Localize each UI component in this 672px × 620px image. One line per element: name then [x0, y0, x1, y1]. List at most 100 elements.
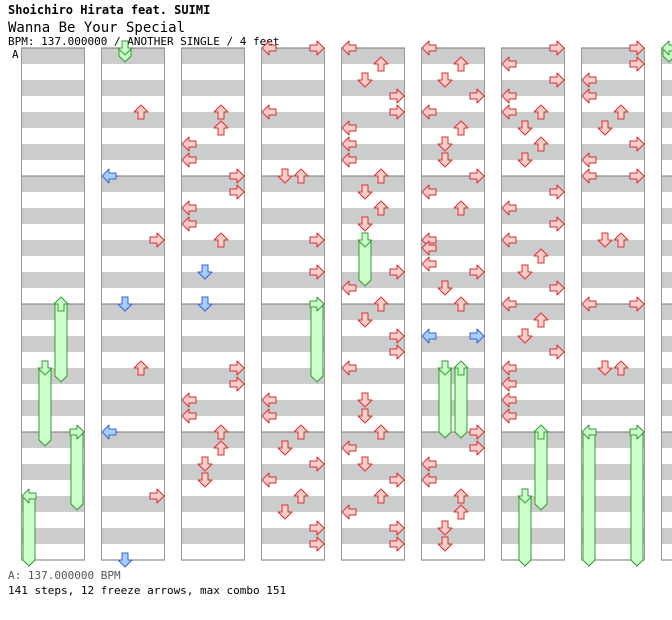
step-arrow	[261, 104, 277, 120]
beat-band	[261, 48, 325, 64]
arrow-left-icon	[341, 120, 357, 136]
beat-band	[341, 432, 405, 448]
step-arrow	[549, 280, 565, 296]
step-arrow	[197, 456, 213, 472]
step-arrow	[373, 296, 389, 312]
beat-band	[581, 176, 645, 192]
beat-band	[421, 432, 485, 448]
arrow-down-icon	[357, 72, 373, 88]
arrow-down-icon	[437, 152, 453, 168]
beat-band	[261, 368, 325, 384]
beat-band	[101, 208, 165, 224]
freeze-head-arrow	[309, 296, 325, 312]
step-arrow	[229, 360, 245, 376]
bpm-marker: A	[12, 48, 19, 61]
freeze-arrow	[630, 431, 644, 567]
chart-info: BPM: 137.000000 / ANOTHER SINGLE / 4 fee…	[8, 35, 280, 48]
arrow-left-icon	[261, 392, 277, 408]
arrow-right-icon	[549, 280, 565, 296]
arrow-down-icon	[117, 40, 133, 56]
beat-band	[501, 176, 565, 192]
arrow-down-icon	[517, 328, 533, 344]
beat-band	[181, 240, 245, 256]
beat-band	[21, 336, 85, 352]
step-arrow	[389, 520, 405, 536]
beat-band	[581, 112, 645, 128]
arrow-down-icon	[437, 536, 453, 552]
arrow-right-icon	[549, 344, 565, 360]
step-arrow	[453, 120, 469, 136]
arrow-up-icon	[453, 296, 469, 312]
step-arrow	[549, 72, 565, 88]
beat-band	[661, 400, 672, 416]
step-arrow	[453, 504, 469, 520]
step-arrow	[101, 168, 117, 184]
step-arrow	[389, 536, 405, 552]
beat-band	[661, 80, 672, 96]
arrow-up-icon	[453, 200, 469, 216]
beat-band	[21, 304, 85, 320]
beat-band	[581, 208, 645, 224]
arrow-right-icon	[629, 136, 645, 152]
arrow-right-icon	[389, 104, 405, 120]
beat-band	[501, 48, 565, 64]
beat-band	[581, 272, 645, 288]
beat-band	[661, 240, 672, 256]
arrow-right-icon	[309, 232, 325, 248]
beat-band	[501, 400, 565, 416]
beat-band	[341, 80, 405, 96]
step-arrow	[421, 256, 437, 272]
arrow-right-icon	[389, 520, 405, 536]
beat-band	[21, 176, 85, 192]
beat-band	[341, 496, 405, 512]
beat-band	[501, 528, 565, 544]
step-arrow	[437, 136, 453, 152]
beat-band	[341, 368, 405, 384]
arrow-down-icon	[197, 456, 213, 472]
step-arrow	[213, 120, 229, 136]
beat-band	[341, 400, 405, 416]
chart-stats: 141 steps, 12 freeze arrows, max combo 1…	[8, 584, 287, 597]
step-arrow	[213, 424, 229, 440]
freeze-head-arrow	[37, 360, 53, 376]
step-arrow	[229, 376, 245, 392]
beat-band	[21, 144, 85, 160]
arrow-left-icon	[661, 40, 672, 56]
arrow-up-icon	[213, 232, 229, 248]
arrow-left-icon	[581, 296, 597, 312]
arrow-up-icon	[453, 504, 469, 520]
arrow-right-icon	[309, 264, 325, 280]
arrow-right-icon	[309, 296, 325, 312]
beat-band	[101, 528, 165, 544]
step-arrow	[421, 456, 437, 472]
arrow-right-icon	[229, 168, 245, 184]
step-arrow	[309, 456, 325, 472]
beat-band	[101, 240, 165, 256]
beat-band	[101, 432, 165, 448]
arrow-down-icon	[517, 264, 533, 280]
beat-band	[261, 272, 325, 288]
step-arrow	[277, 504, 293, 520]
step-arrow	[181, 136, 197, 152]
arrow-right-icon	[149, 232, 165, 248]
arrow-up-icon	[293, 168, 309, 184]
beat-band	[581, 304, 645, 320]
beat-band	[181, 368, 245, 384]
beat-band	[501, 432, 565, 448]
beat-band	[341, 176, 405, 192]
arrow-right-icon	[549, 216, 565, 232]
step-arrow	[517, 264, 533, 280]
step-arrow	[213, 104, 229, 120]
step-arrow	[357, 312, 373, 328]
step-arrow	[469, 88, 485, 104]
freeze-arrow	[54, 303, 68, 383]
arrow-down-icon	[357, 312, 373, 328]
step-arrow	[261, 40, 277, 56]
arrow-down-icon	[117, 296, 133, 312]
beat-band	[21, 368, 85, 384]
beat-band	[181, 48, 245, 64]
beat-band	[261, 208, 325, 224]
step-arrow	[197, 472, 213, 488]
beat-band	[581, 144, 645, 160]
beat-band	[261, 496, 325, 512]
